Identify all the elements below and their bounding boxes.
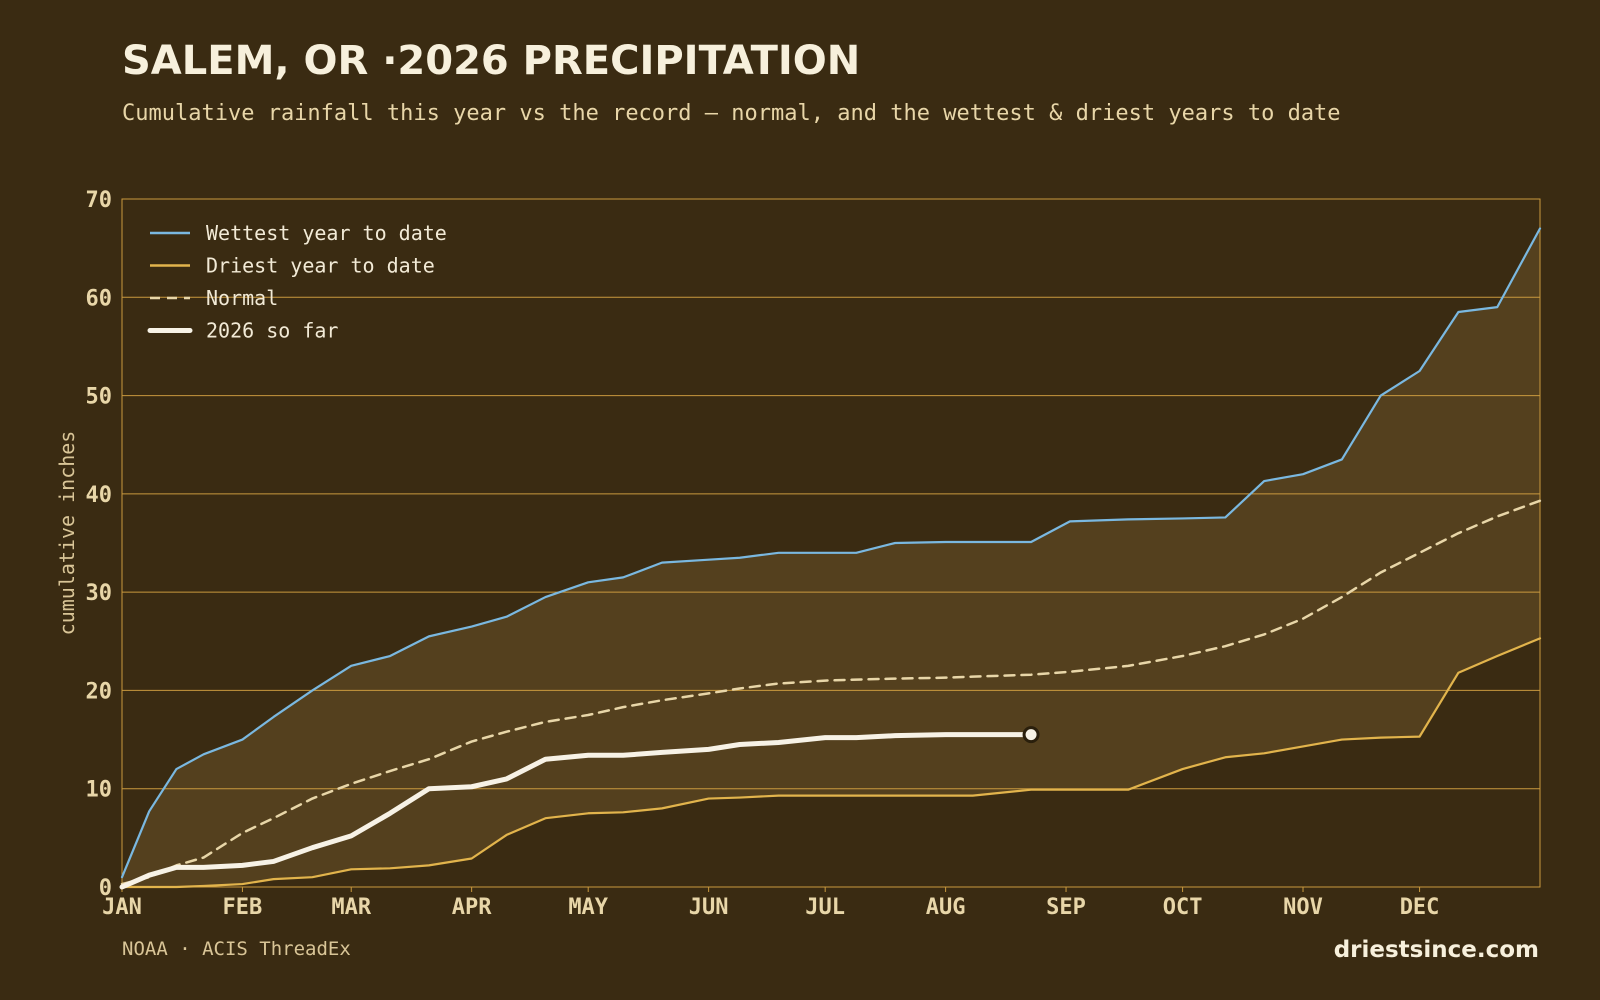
series-line <box>120 227 1542 879</box>
x-tick-label: APR <box>452 895 492 920</box>
x-tick-label: JUL <box>805 895 845 920</box>
source: NOAA · ACIS ThreadEx <box>122 938 351 960</box>
legend-label: Wettest year to date <box>206 221 447 245</box>
series-line <box>120 499 1542 886</box>
legend-label: Normal <box>206 286 278 310</box>
x-tick-label: DEC <box>1400 895 1440 920</box>
legend-label: 2026 so far <box>206 319 338 343</box>
x-tick-label: JUN <box>689 895 729 920</box>
brand: driestsince.com <box>1334 937 1539 963</box>
x-tick-label: MAY <box>568 895 608 920</box>
y-axis-label: cumulative inches <box>55 431 79 636</box>
chart-title: SALEM, OR ·2026 PRECIPITATION <box>122 38 860 84</box>
series-line <box>120 637 1542 889</box>
end-marker <box>1022 726 1040 744</box>
series-line <box>119 732 1034 890</box>
x-tick-label: FEB <box>223 895 263 920</box>
x-tick-label: SEP <box>1046 895 1086 920</box>
legend-label: Driest year to date <box>206 254 435 278</box>
y-tick-label: 20 <box>86 679 113 704</box>
x-tick-label: AUG <box>926 895 966 920</box>
range-band <box>122 228 1540 887</box>
y-tick-label: 0 <box>99 876 112 901</box>
plot-frame <box>121 198 1541 888</box>
y-tick-label: 40 <box>86 483 113 508</box>
x-tick-label: OCT <box>1163 895 1203 920</box>
chart-subtitle: Cumulative rainfall this year vs the rec… <box>122 101 1341 126</box>
y-tick-label: 30 <box>86 581 113 606</box>
y-tick-label: 50 <box>86 385 113 410</box>
x-tick-label: NOV <box>1283 895 1323 920</box>
x-tick-label: MAR <box>331 895 371 920</box>
x-tick-label: JAN <box>102 895 142 920</box>
y-tick-label: 70 <box>86 188 113 213</box>
y-tick-label: 60 <box>86 286 113 311</box>
y-tick-label: 10 <box>86 778 113 803</box>
